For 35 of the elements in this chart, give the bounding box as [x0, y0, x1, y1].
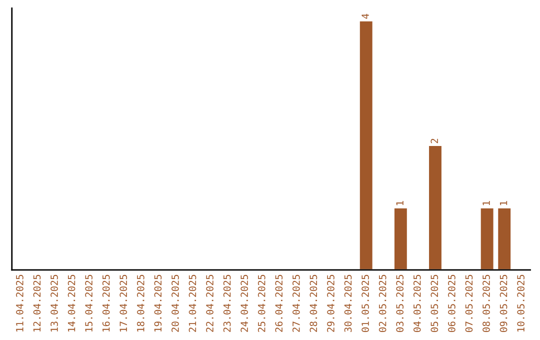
x-tick-label: 12.04.2025 [33, 274, 41, 332]
x-tick-label: 19.04.2025 [154, 274, 162, 332]
data-label: 1 [500, 201, 508, 206]
x-tick-label: 29.04.2025 [327, 274, 334, 332]
x-tick-label: 02.05.2025 [378, 274, 386, 332]
x-tick-label: 04.05.2025 [413, 274, 421, 332]
x-tick-label: 01.05.2025 [362, 274, 369, 332]
x-tick-label: 08.05.2025 [482, 274, 490, 332]
x-tick-label: 20.04.2025 [172, 274, 179, 332]
x-tick-label: 21.04.2025 [188, 274, 196, 332]
x-tick-label: 05.05.2025 [430, 274, 438, 332]
x-tick-label: 30.04.2025 [344, 274, 352, 332]
x-tick-label: 10.05.2025 [517, 274, 524, 332]
x-tick-label: 03.05.2025 [396, 274, 404, 332]
x-tick-label: 23.04.2025 [223, 274, 231, 332]
x-tick-label: 15.04.2025 [85, 274, 92, 332]
x-tick-label: 13.04.2025 [50, 274, 58, 332]
x-tick-label: 22.04.2025 [206, 274, 214, 332]
x-tick-label: 28.04.2025 [310, 274, 318, 332]
data-label: 4 [362, 14, 369, 19]
x-tick-label: 27.04.2025 [292, 274, 300, 332]
data-label: 1 [482, 201, 490, 206]
x-tick-label: 24.04.2025 [240, 274, 248, 332]
x-tick-label: 07.05.2025 [465, 274, 473, 332]
x-tick-label: 14.04.2025 [68, 274, 76, 332]
x-tick-label: 25.04.2025 [258, 274, 266, 332]
x-tick-label: 18.04.2025 [136, 274, 144, 332]
x-tick-label: 26.04.2025 [275, 274, 283, 332]
data-label: 1 [396, 201, 404, 206]
x-tick-label: 16.04.2025 [102, 274, 110, 332]
data-label: 2 [430, 138, 438, 144]
x-tick-label: 09.05.2025 [500, 274, 508, 332]
x-tick-label: 06.05.2025 [448, 274, 456, 332]
x-tick-label: 11.04.2025 [16, 274, 24, 332]
x-tick-label: 17.04.2025 [120, 274, 128, 332]
